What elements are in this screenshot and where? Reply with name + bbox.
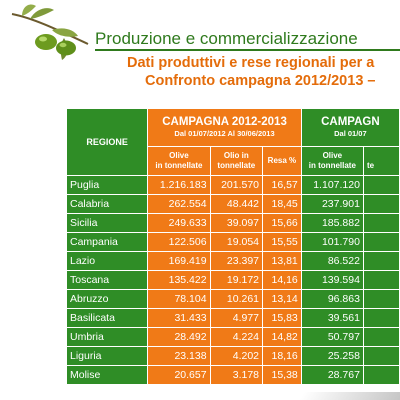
col-olio2-header: te xyxy=(362,146,400,176)
table-row: Molise 20.657 3.178 15,38 28.767 xyxy=(65,365,400,385)
region-header: REGIONE xyxy=(65,108,149,176)
olive-branch-icon xyxy=(11,4,89,60)
resa-cell: 15,55 xyxy=(262,232,302,252)
olio2-cell xyxy=(362,289,400,309)
olive-cell: 78.104 xyxy=(147,289,211,309)
table-row: Abruzzo 78.104 10.261 13,14 96.863 xyxy=(65,289,400,309)
olio-cell: 201.570 xyxy=(209,175,264,195)
region-cell: Lazio xyxy=(65,251,149,271)
resa-cell: 14,16 xyxy=(262,270,302,290)
campaign2-dates: Dal 01/07 xyxy=(334,128,367,138)
olio-cell: 19.172 xyxy=(209,270,264,290)
region-cell: Sicilia xyxy=(65,213,149,233)
resa-cell: 18,16 xyxy=(262,346,302,366)
region-cell: Campania xyxy=(65,232,149,252)
olio2-cell xyxy=(362,365,400,385)
olive-cell: 249.633 xyxy=(147,213,211,233)
table-row: Campania 122.506 19.054 15,55 101.790 xyxy=(65,232,400,252)
olio2-cell xyxy=(362,346,400,366)
region-cell: Molise xyxy=(65,365,149,385)
olio-cell: 23.397 xyxy=(209,251,264,271)
olio2-cell xyxy=(362,175,400,195)
table-row: Lazio 169.419 23.397 13,81 86.522 xyxy=(65,251,400,271)
table-row: Sicilia 249.633 39.097 15,66 185.882 xyxy=(65,213,400,233)
region-cell: Abruzzo xyxy=(65,289,149,309)
col-olio-header: Olio in tonnellate xyxy=(209,146,264,176)
resa-cell: 14,82 xyxy=(262,327,302,347)
resa-cell: 13,14 xyxy=(262,289,302,309)
olive-cell: 122.506 xyxy=(147,232,211,252)
olive-cell: 1.216.183 xyxy=(147,175,211,195)
olive2-cell: 25.258 xyxy=(300,346,364,366)
slide-subtitle-line1: Dati produttivi e rese regionali per a xyxy=(127,55,375,71)
region-cell: Basilicata xyxy=(65,308,149,328)
region-cell: Calabria xyxy=(65,194,149,214)
olive2-cell: 28.767 xyxy=(300,365,364,385)
olive-cell: 262.554 xyxy=(147,194,211,214)
campaign2-header: CAMPAGN Dal 01/07 xyxy=(300,108,400,147)
olive-cell: 31.433 xyxy=(147,308,211,328)
olive2-cell: 185.882 xyxy=(300,213,364,233)
table-row: Calabria 262.554 48.442 18,45 237.901 xyxy=(65,194,400,214)
table-row: Umbria 28.492 4.224 14,82 50.797 xyxy=(65,327,400,347)
slide-title: Produzione e commercializzazione xyxy=(95,29,358,48)
col-olive2-header: Olive in tonnellate xyxy=(300,146,364,176)
olio-cell: 4.977 xyxy=(209,308,264,328)
olio-cell: 39.097 xyxy=(209,213,264,233)
olive2-cell: 86.522 xyxy=(300,251,364,271)
olive-cell: 169.419 xyxy=(147,251,211,271)
region-cell: Toscana xyxy=(65,270,149,290)
olio2-cell xyxy=(362,194,400,214)
olio2-cell xyxy=(362,213,400,233)
olive-cell: 28.492 xyxy=(147,327,211,347)
olive2-cell: 237.901 xyxy=(300,194,364,214)
resa-cell: 15,66 xyxy=(262,213,302,233)
region-cell: Umbria xyxy=(65,327,149,347)
table-body: Puglia 1.216.183 201.570 16,57 1.107.120 Cala… xyxy=(65,175,400,385)
slide-subtitle-line2: Confronto campagna 2012/2013 – xyxy=(145,73,376,89)
resa-cell: 15,83 xyxy=(262,308,302,328)
campaign1-title: CAMPAGNA 2012-2013 xyxy=(162,115,287,128)
olive2-cell: 96.863 xyxy=(300,289,364,309)
resa-cell: 13,81 xyxy=(262,251,302,271)
olio2-cell xyxy=(362,327,400,347)
olio2-cell xyxy=(362,251,400,271)
olio2-cell xyxy=(362,308,400,328)
olio-cell: 4.202 xyxy=(209,346,264,366)
olio-cell: 3.178 xyxy=(209,365,264,385)
campaign1-dates: Dal 01/07/2012 Al 30/06/2013 xyxy=(174,128,275,138)
table-row: Liguria 23.138 4.202 18,16 25.258 xyxy=(65,346,400,366)
olive-cell: 23.138 xyxy=(147,346,211,366)
olio-cell: 4.224 xyxy=(209,327,264,347)
table-row: Puglia 1.216.183 201.570 16,57 1.107.120 xyxy=(65,175,400,195)
olive2-cell: 101.790 xyxy=(300,232,364,252)
olio-cell: 19.054 xyxy=(209,232,264,252)
production-table: REGIONE CAMPAGNA 2012-2013 Dal 01/07/201… xyxy=(65,108,400,385)
col-resa-header: Resa % xyxy=(262,146,302,176)
table-row: Basilicata 31.433 4.977 15,83 39.561 xyxy=(65,308,400,328)
olive2-cell: 139.594 xyxy=(300,270,364,290)
title-underline xyxy=(95,49,400,51)
olive2-cell: 50.797 xyxy=(300,327,364,347)
resa-cell: 15,38 xyxy=(262,365,302,385)
olive-cell: 135.422 xyxy=(147,270,211,290)
region-cell: Puglia xyxy=(65,175,149,195)
resa-cell: 18,45 xyxy=(262,194,302,214)
olio-cell: 48.442 xyxy=(209,194,264,214)
olio-cell: 10.261 xyxy=(209,289,264,309)
table-row: Toscana 135.422 19.172 14,16 139.594 xyxy=(65,270,400,290)
olive2-cell: 1.107.120 xyxy=(300,175,364,195)
col-olive-header: Olive in tonnellate xyxy=(147,146,211,176)
campaign2-title: CAMPAGN xyxy=(321,115,380,128)
olio2-cell xyxy=(362,232,400,252)
resa-cell: 16,57 xyxy=(262,175,302,195)
olive2-cell: 39.561 xyxy=(300,308,364,328)
slide-corner-shadow xyxy=(295,392,400,400)
olio2-cell xyxy=(362,270,400,290)
campaign-2012-2013-header: CAMPAGNA 2012-2013 Dal 01/07/2012 Al 30/… xyxy=(147,108,302,147)
region-cell: Liguria xyxy=(65,346,149,366)
olive-cell: 20.657 xyxy=(147,365,211,385)
